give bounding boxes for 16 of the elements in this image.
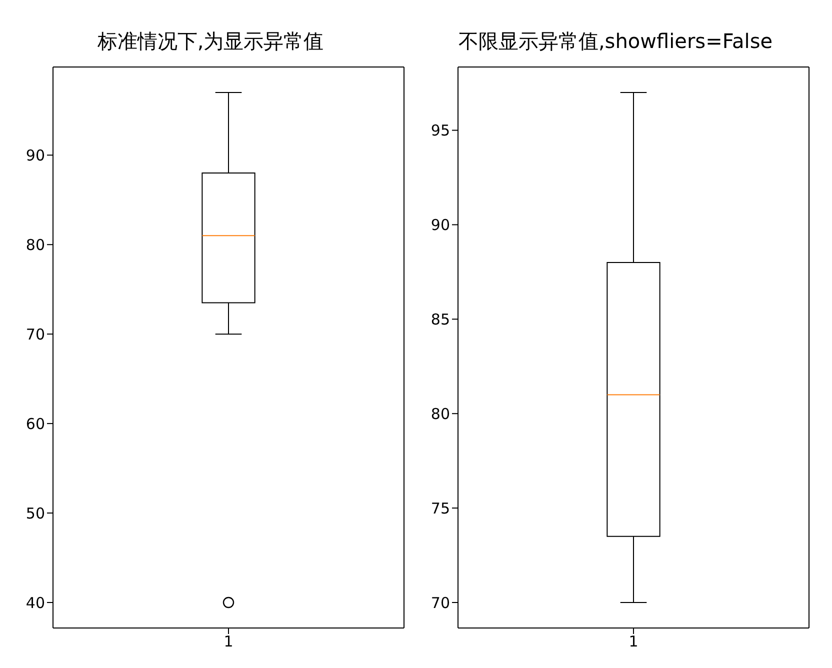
y-tick-label: 85: [430, 310, 450, 328]
x-tick-label: 1: [224, 632, 234, 651]
y-tick-label: 80: [26, 236, 45, 254]
y-tick-label: 75: [430, 499, 450, 518]
y-tick-label: 50: [26, 504, 45, 522]
y-tick-label: 70: [26, 325, 45, 344]
y-tick-label: 40: [26, 594, 45, 612]
chart-title: 标准情况下,为显示异常值: [96, 28, 325, 55]
y-tick-label: 80: [430, 404, 450, 423]
y-tick-label: 90: [26, 146, 45, 164]
y-tick-label: 70: [430, 594, 450, 612]
x-tick-label: 1: [628, 632, 638, 651]
y-tick-label: 95: [430, 122, 450, 140]
y-tick-label: 90: [430, 216, 450, 234]
chart-title: 不限显示异常值,showfliers=False: [457, 28, 774, 55]
y-tick-label: 60: [26, 414, 45, 433]
